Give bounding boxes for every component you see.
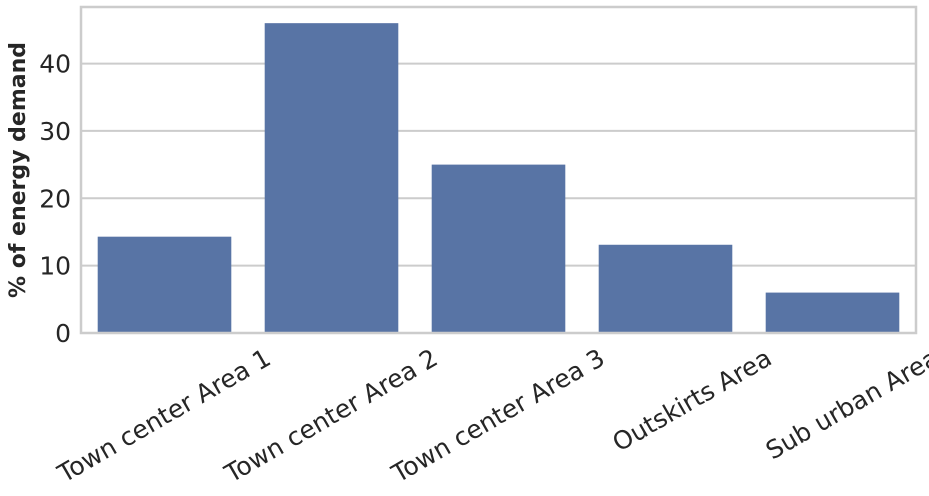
- bar: [598, 244, 733, 333]
- y-axis-label: % of energy demand: [6, 42, 31, 298]
- bar: [431, 164, 566, 333]
- x-tick-label: Outskirts Area: [608, 343, 777, 457]
- bars: [97, 23, 900, 334]
- y-tick-label: 40: [39, 50, 71, 79]
- bar: [97, 236, 232, 333]
- y-tick-label: 0: [55, 319, 71, 348]
- y-tick-label: 20: [39, 184, 71, 213]
- bar: [264, 23, 399, 334]
- y-tick-labels: 0 10 20 30 40: [39, 50, 71, 348]
- y-tick-label: 30: [39, 117, 71, 146]
- y-tick-label: 10: [39, 252, 71, 281]
- axes-frame: [79, 5, 918, 335]
- bar: [765, 292, 900, 333]
- x-tick-label: Sub urban Area: [761, 343, 929, 465]
